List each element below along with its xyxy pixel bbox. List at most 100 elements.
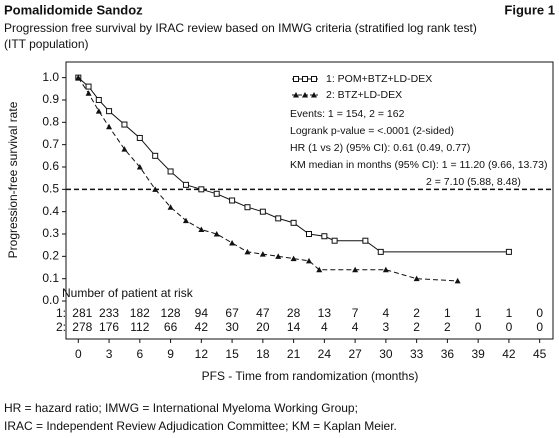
- subtitle: (ITT population): [4, 37, 89, 51]
- x-tick-label: 33: [410, 347, 424, 361]
- censor-marker: [152, 186, 159, 192]
- risk-count: 278: [72, 320, 92, 334]
- censor-marker: [290, 255, 297, 262]
- legend-label: 1: POM+BTZ+LD-DEX: [326, 73, 432, 85]
- legend-marker: [293, 76, 299, 82]
- chart-title: Pomalidomide Sandoz: [4, 2, 143, 17]
- censor-marker: [321, 233, 328, 240]
- y-axis-label: Progression-free survival rate: [6, 101, 20, 258]
- risk-count: 20: [256, 320, 270, 334]
- y-tick-label: 0.3: [42, 226, 59, 240]
- legend-marker: [311, 92, 317, 98]
- risk-count: 3: [383, 320, 390, 334]
- annotation: HR (1 vs 2) (95% CI): 0.61 (0.49, 0.77): [290, 142, 470, 154]
- risk-count: 4: [383, 306, 390, 320]
- censor-marker: [413, 275, 420, 282]
- censor-marker: [198, 226, 205, 233]
- footnote: IRAC = Independent Review Adjudication C…: [4, 419, 397, 433]
- risk-row-label: 1:: [56, 306, 66, 320]
- censor-marker: [121, 146, 128, 152]
- y-tick-label: 0.8: [42, 114, 59, 128]
- censor-marker: [305, 257, 312, 264]
- plot-frame: [65, 61, 554, 340]
- censor-marker: [213, 231, 220, 237]
- risk-count: 67: [225, 306, 239, 320]
- risk-count: 2: [413, 320, 420, 334]
- censor-marker: [75, 74, 82, 81]
- censor-marker: [305, 231, 312, 238]
- legend-marker: [293, 92, 299, 98]
- risk-count: 0: [475, 320, 482, 334]
- censor-marker: [152, 152, 159, 159]
- censor-marker: [106, 108, 113, 115]
- risk-count: 0: [536, 320, 543, 334]
- y-tick-label: 0.4: [42, 204, 59, 218]
- x-tick-label: 42: [502, 347, 516, 361]
- censor-marker: [198, 186, 205, 193]
- censor-marker: [136, 134, 143, 141]
- censor-marker: [106, 123, 113, 130]
- risk-count: 182: [130, 306, 150, 320]
- censor-marker: [275, 253, 282, 259]
- censor-marker: [167, 168, 174, 175]
- x-tick-label: 18: [256, 347, 270, 361]
- censor-marker: [362, 237, 369, 244]
- risk-count: 7: [352, 306, 359, 320]
- censor-marker: [382, 266, 389, 273]
- censor-marker: [213, 190, 220, 197]
- censor-marker: [229, 239, 236, 246]
- censor-marker: [229, 197, 236, 204]
- survival-curve: [77, 77, 509, 253]
- x-axis-label: PFS - Time from randomization (months): [202, 369, 419, 383]
- censor-marker: [85, 83, 92, 90]
- annotation: 2 = 7.10 (5.88, 8.48): [426, 176, 521, 188]
- censor-marker: [95, 96, 102, 103]
- annotation: Events: 1 = 154, 2 = 162: [290, 108, 405, 120]
- censor-marker: [182, 217, 189, 224]
- risk-count: 112: [130, 320, 149, 334]
- risk-count: 47: [256, 306, 270, 320]
- figure-label: Figure 1: [504, 2, 555, 17]
- legend-label: 2: BTZ+LD-DEX: [326, 89, 402, 101]
- censor-marker: [136, 163, 143, 170]
- censor-marker: [167, 204, 174, 210]
- y-tick-label: 0.1: [42, 271, 59, 285]
- risk-count: 0: [506, 320, 513, 334]
- x-tick-label: 45: [533, 347, 547, 361]
- risk-count: 281: [72, 306, 92, 320]
- risk-count: 13: [318, 306, 332, 320]
- x-tick-label: 24: [318, 347, 332, 361]
- risk-count: 4: [321, 320, 328, 334]
- y-tick-label: 1.0: [42, 70, 59, 84]
- x-tick-label: 36: [441, 347, 455, 361]
- y-tick-label: 0.7: [42, 137, 59, 151]
- annotation: KM median in months (95% CI): 1 = 11.20 …: [290, 159, 547, 171]
- risk-count: 233: [99, 306, 119, 320]
- risk-row-label: 2:: [56, 320, 66, 334]
- legend-marker: [302, 76, 308, 82]
- censor-marker: [244, 248, 251, 255]
- censor-marker: [259, 251, 266, 257]
- y-tick-label: 0.9: [42, 92, 59, 106]
- y-tick-label: 0.6: [42, 159, 59, 173]
- x-tick-label: 27: [348, 347, 362, 361]
- x-tick-label: 21: [287, 347, 301, 361]
- risk-table-title: Number of patient at risk: [62, 286, 194, 300]
- risk-count: 4: [352, 320, 359, 334]
- risk-count: 128: [161, 306, 181, 320]
- censor-marker: [316, 266, 323, 273]
- risk-count: 176: [99, 320, 119, 334]
- censor-marker: [352, 266, 359, 273]
- x-tick-label: 15: [225, 347, 239, 361]
- censor-marker: [244, 204, 251, 211]
- censor-marker: [121, 121, 128, 128]
- y-tick-label: 0.2: [42, 249, 59, 263]
- legend-marker: [311, 76, 317, 82]
- risk-count: 30: [225, 320, 239, 334]
- subtitle: Progression free survival by IRAC review…: [4, 21, 477, 35]
- risk-count: 2: [444, 320, 451, 334]
- censor-marker: [331, 237, 338, 244]
- legend-marker: [302, 92, 308, 98]
- risk-count: 1: [475, 306, 482, 320]
